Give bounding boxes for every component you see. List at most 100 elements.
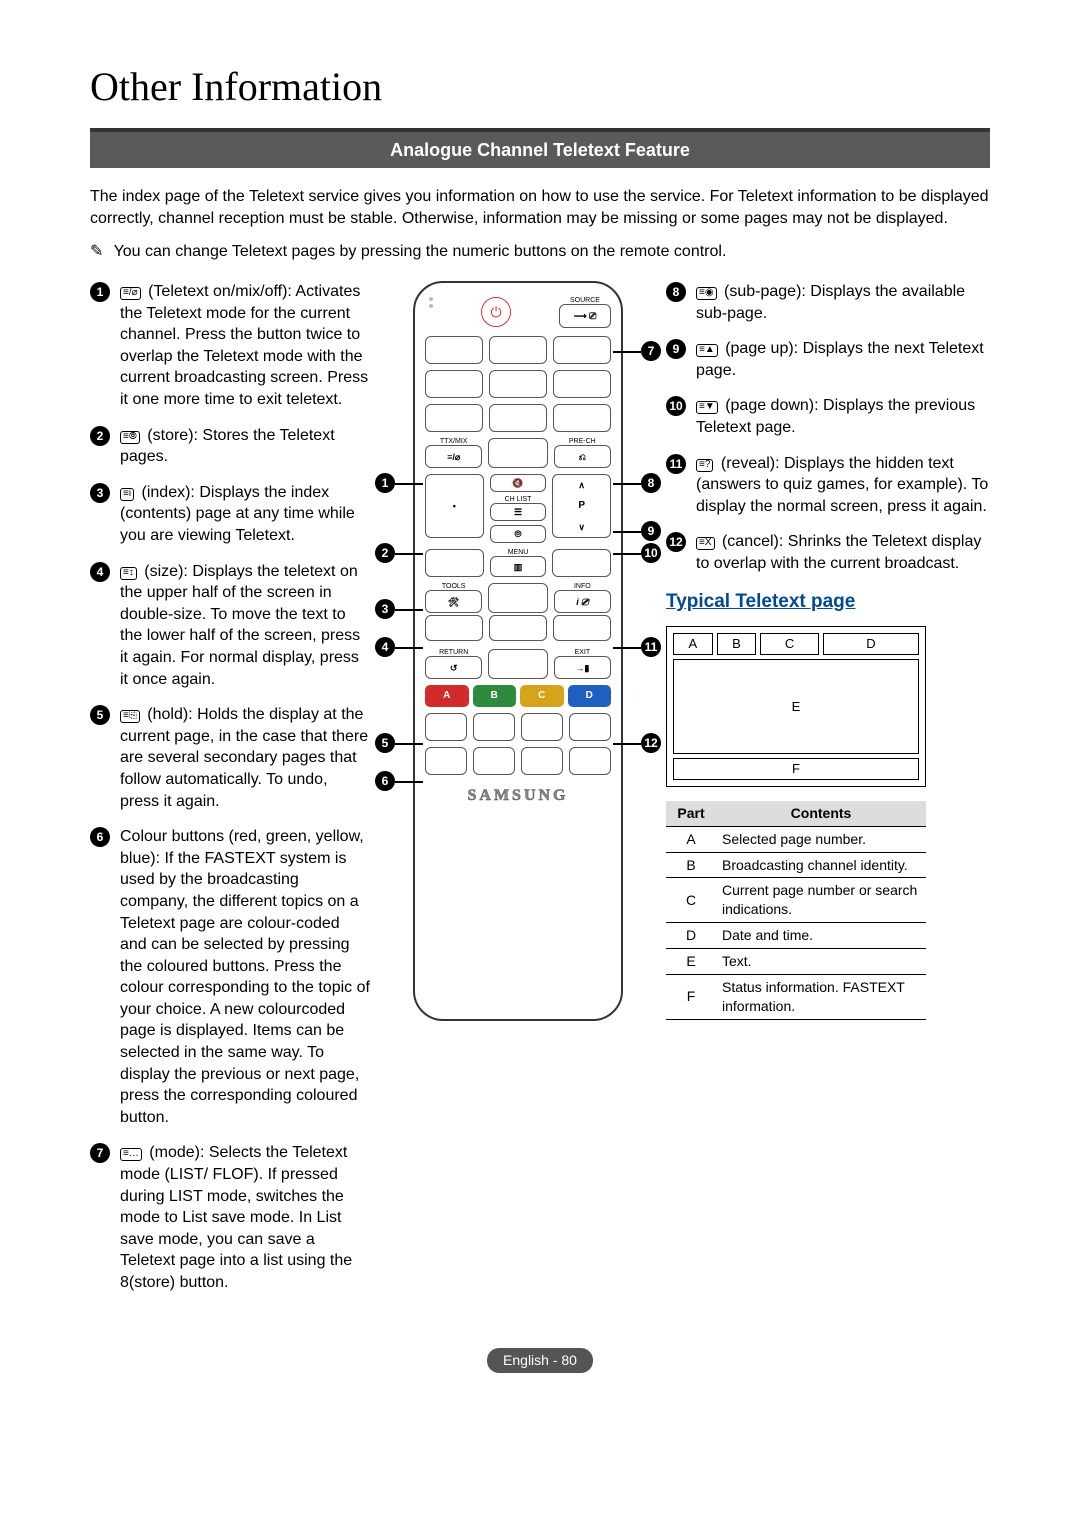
tools-label: TOOLS	[442, 583, 466, 590]
brand-label: SAMSUNG	[425, 785, 611, 807]
color-button-a[interactable]: A	[425, 685, 469, 707]
num-button[interactable]	[425, 336, 483, 364]
table-row: FStatus information. FASTEXT information…	[666, 975, 926, 1020]
contents-cell: Status information. FASTEXT information.	[716, 975, 926, 1020]
item-label: (page up):	[725, 340, 798, 357]
color-button-c[interactable]: C	[520, 685, 564, 707]
extra-button[interactable]	[473, 713, 515, 741]
extra-button[interactable]	[569, 747, 611, 775]
diagram-cell-a: A	[673, 633, 713, 655]
exit-button[interactable]: →▮	[554, 656, 611, 679]
extra-button[interactable]	[521, 713, 563, 741]
num-button[interactable]	[488, 438, 547, 468]
right-column: 8≡◉ (sub-page): Displays the available s…	[666, 281, 990, 1308]
num-button[interactable]	[425, 370, 483, 398]
num-button[interactable]	[553, 336, 611, 364]
item-text: Displays the teletext on the upper half …	[120, 563, 360, 688]
extra-button[interactable]	[569, 713, 611, 741]
teletext-glyph-icon: ≡?	[696, 459, 713, 472]
teletext-glyph-icon: ≡X	[696, 537, 715, 550]
callout-line	[613, 483, 641, 485]
extra-button[interactable]	[521, 747, 563, 775]
blank-button[interactable]	[425, 549, 484, 577]
callout-badge: 7	[641, 341, 661, 361]
info-button[interactable]: i ⎚	[554, 590, 611, 613]
part-cell: B	[666, 852, 716, 878]
parts-table: Part Contents ASelected page number.BBro…	[666, 801, 926, 1020]
item-number-badge: 7	[90, 1143, 110, 1163]
num-button[interactable]	[489, 404, 547, 432]
teletext-glyph-icon: ≡◉	[696, 287, 717, 300]
item-label: (page down):	[725, 397, 818, 414]
mute-button[interactable]: 🔇	[490, 474, 547, 492]
num-button[interactable]	[553, 404, 611, 432]
numbered-item: 2≡⦾ (store): Stores the Teletext pages.	[90, 425, 370, 468]
dpad-up[interactable]	[488, 583, 547, 613]
part-cell: D	[666, 923, 716, 949]
footer-text: English - 80	[487, 1348, 593, 1373]
parts-table-head-part: Part	[666, 801, 716, 826]
dpad-right[interactable]	[553, 615, 611, 641]
blank-button[interactable]	[552, 549, 611, 577]
contents-cell: Text.	[716, 949, 926, 975]
contents-cell: Broadcasting channel identity.	[716, 852, 926, 878]
numbered-item: 12≡X (cancel): Shrinks the Teletext disp…	[666, 531, 990, 574]
extra-button[interactable]	[473, 747, 515, 775]
color-button-d[interactable]: D	[568, 685, 612, 707]
callout-line	[613, 531, 641, 533]
source-button[interactable]: ⟶ ⎚	[559, 304, 611, 328]
item-label: (reveal):	[721, 455, 780, 472]
extra-button[interactable]	[425, 713, 467, 741]
diagram-cell-b: B	[717, 633, 757, 655]
callout-line	[395, 553, 423, 555]
chlist-button[interactable]: ☰	[490, 503, 547, 521]
volume-rocker[interactable]: •	[425, 474, 484, 538]
store-button[interactable]: ⦾	[490, 525, 547, 543]
extra-button[interactable]	[425, 747, 467, 775]
color-button-row: A B C D	[425, 685, 611, 707]
num-button[interactable]	[489, 336, 547, 364]
table-row: CCurrent page number or search indicatio…	[666, 878, 926, 923]
power-button[interactable]: ⏻	[481, 297, 511, 327]
prech-button[interactable]: ⎌	[554, 445, 611, 468]
num-button[interactable]	[425, 404, 483, 432]
item-label: (cancel):	[722, 533, 783, 550]
numbered-item: 9≡▲ (page up): Displays the next Teletex…	[666, 338, 990, 381]
contents-cell: Current page number or search indication…	[716, 878, 926, 923]
dpad-down[interactable]	[488, 649, 547, 679]
numbered-item: 6Colour buttons (red, green, yellow, blu…	[90, 826, 370, 1128]
ttx-button[interactable]: ≡/⌀	[425, 445, 482, 468]
callout-line	[613, 351, 641, 353]
callout-badge: 6	[375, 771, 395, 791]
part-cell: C	[666, 878, 716, 923]
dpad-left[interactable]	[425, 615, 483, 641]
teletext-glyph-icon: ≡⦾	[120, 431, 140, 444]
color-button-b[interactable]: B	[473, 685, 517, 707]
info-label: INFO	[574, 583, 591, 590]
channel-rocker[interactable]: ∧ P ∨	[552, 474, 611, 538]
item-number-badge: 12	[666, 532, 686, 552]
callout-line	[395, 609, 423, 611]
return-button[interactable]: ↺	[425, 656, 482, 679]
callout-badge: 12	[641, 733, 661, 753]
numbered-item: 3≡i (index): Displays the index (content…	[90, 482, 370, 547]
teletext-glyph-icon: ≡▼	[696, 401, 718, 414]
item-number-badge: 6	[90, 827, 110, 847]
callout-badge: 4	[375, 637, 395, 657]
chlist-label: CH LIST	[505, 496, 532, 503]
item-text: If the FASTEXT system is used by the bro…	[120, 850, 370, 1126]
teletext-glyph-icon: ≡↕	[120, 567, 137, 580]
note-text: You can change Teletext pages by pressin…	[114, 243, 727, 260]
item-label: (Teletext on/mix/off):	[148, 283, 292, 300]
teletext-diagram: A B C D E F	[666, 626, 926, 787]
table-row: EText.	[666, 949, 926, 975]
num-button[interactable]	[553, 370, 611, 398]
tools-button[interactable]: 🛠	[425, 590, 482, 613]
menu-button[interactable]: ▥	[490, 556, 547, 577]
item-label: (sub-page):	[724, 283, 806, 300]
item-text: Selects the Teletext mode (LIST/ FLOF). …	[120, 1144, 352, 1291]
callout-line	[613, 743, 641, 745]
num-button[interactable]	[489, 370, 547, 398]
dpad-ok[interactable]	[489, 615, 547, 641]
item-label: (index):	[142, 484, 195, 501]
